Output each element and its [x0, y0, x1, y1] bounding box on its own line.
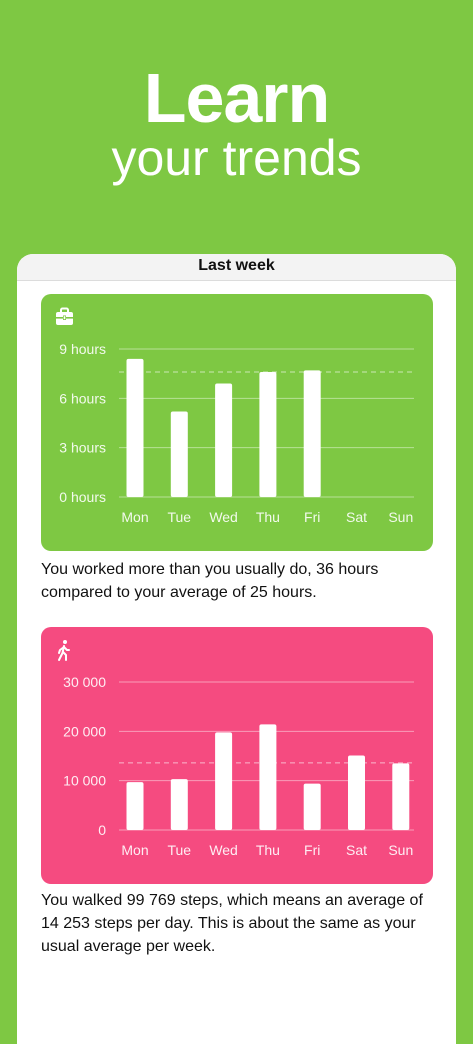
work-summary: You worked more than you usually do, 36 … — [41, 561, 379, 601]
work-day-label: Sat — [346, 509, 367, 525]
steps-day-label: Fri — [304, 842, 320, 858]
steps-bar — [259, 724, 277, 830]
work-day-label: Tue — [167, 509, 191, 525]
hero-title: Learn — [143, 59, 331, 137]
steps-ytick-label: 20 000 — [63, 723, 106, 739]
steps-chart: 0 10 000 20 000 30 000 Mon Tue Wed Thu Fri Sat Su… — [58, 640, 414, 858]
work-ytick-label: 3 hours — [59, 440, 106, 456]
last-week-sheet: Last week 0 hours 3 hours 6 hours 9 hours M… — [17, 254, 456, 1044]
steps-bar — [126, 782, 144, 830]
steps-ytick-label: 10 000 — [63, 773, 106, 789]
steps-summary: You walked 99 769 steps, which means an … — [41, 892, 423, 955]
steps-ytick-label: 30 000 — [63, 674, 106, 690]
steps-bar — [170, 779, 188, 830]
work-day-label: Fri — [304, 509, 320, 525]
work-bar — [170, 411, 188, 497]
steps-bar — [303, 783, 321, 830]
steps-bar — [215, 732, 233, 830]
work-day-label: Mon — [121, 509, 148, 525]
steps-day-label: Sun — [388, 842, 413, 858]
work-ytick-label: 9 hours — [59, 341, 106, 357]
work-ytick-label: 6 hours — [59, 390, 106, 406]
work-bar — [303, 370, 321, 497]
steps-bar — [348, 755, 365, 830]
work-ytick-label: 0 hours — [59, 489, 106, 505]
steps-bar — [392, 763, 410, 830]
work-day-label: Thu — [256, 509, 280, 525]
work-day-label: Sun — [388, 509, 413, 525]
walking-icon — [58, 640, 70, 661]
steps-day-label: Tue — [167, 842, 191, 858]
steps-day-label: Thu — [256, 842, 280, 858]
work-hours-chart: 0 hours 3 hours 6 hours 9 hours Mon Tue Wed Th… — [56, 307, 414, 525]
briefcase-icon — [56, 307, 73, 325]
work-hours-card: 0 hours 3 hours 6 hours 9 hours Mon Tue Wed Th… — [41, 294, 433, 551]
sheet-title: Last week — [17, 254, 456, 281]
steps-day-label: Sat — [346, 842, 367, 858]
work-bar — [126, 358, 144, 497]
work-bar — [215, 383, 233, 497]
work-day-label: Wed — [209, 509, 238, 525]
steps-card: 0 10 000 20 000 30 000 Mon Tue Wed Thu Fri Sat Su… — [41, 627, 433, 884]
work-bar — [259, 372, 277, 497]
steps-day-label: Mon — [121, 842, 148, 858]
steps-day-label: Wed — [209, 842, 238, 858]
steps-ytick-label: 0 — [98, 822, 106, 838]
hero-subtitle: your trends — [111, 130, 362, 186]
